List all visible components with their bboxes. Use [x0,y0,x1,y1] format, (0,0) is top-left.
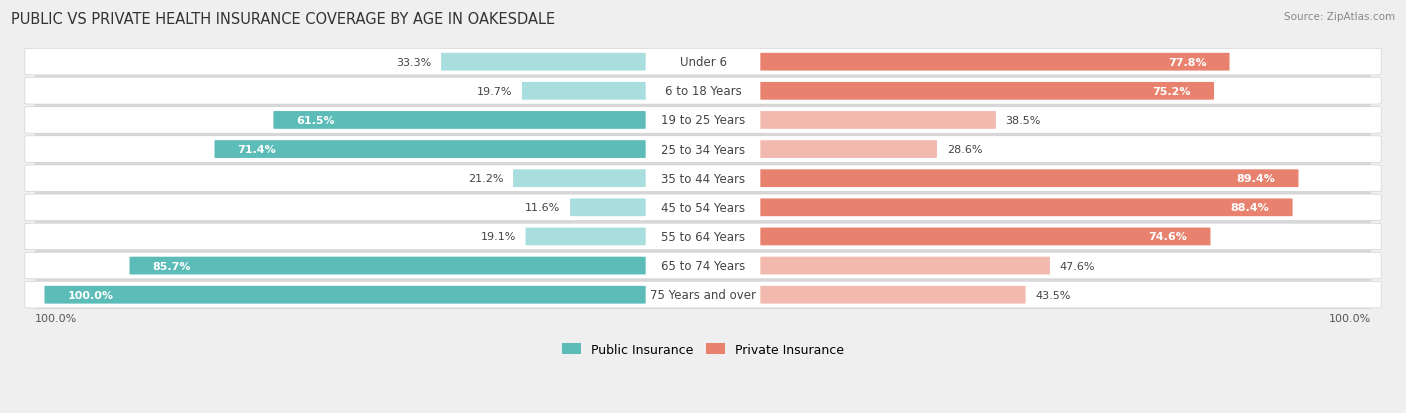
FancyBboxPatch shape [35,308,1371,311]
Text: Under 6: Under 6 [679,56,727,69]
Text: 25 to 34 Years: 25 to 34 Years [661,143,745,156]
FancyBboxPatch shape [761,54,1229,71]
FancyBboxPatch shape [129,257,645,275]
FancyBboxPatch shape [35,162,1371,165]
Text: 55 to 64 Years: 55 to 64 Years [661,230,745,243]
FancyBboxPatch shape [35,250,1371,253]
FancyBboxPatch shape [761,199,1292,217]
Text: PUBLIC VS PRIVATE HEALTH INSURANCE COVERAGE BY AGE IN OAKESDALE: PUBLIC VS PRIVATE HEALTH INSURANCE COVER… [11,12,555,27]
FancyBboxPatch shape [441,54,645,71]
FancyBboxPatch shape [215,141,645,159]
FancyBboxPatch shape [45,286,645,304]
FancyBboxPatch shape [35,75,1371,78]
Legend: Public Insurance, Private Insurance: Public Insurance, Private Insurance [557,338,849,361]
Text: 19.7%: 19.7% [477,87,512,97]
FancyBboxPatch shape [761,141,936,159]
FancyBboxPatch shape [25,136,1381,163]
Text: 47.6%: 47.6% [1060,261,1095,271]
FancyBboxPatch shape [761,257,1050,275]
FancyBboxPatch shape [761,112,995,130]
Text: 75 Years and over: 75 Years and over [650,289,756,301]
Text: 35 to 44 Years: 35 to 44 Years [661,172,745,185]
Text: 21.2%: 21.2% [468,174,503,184]
Text: 85.7%: 85.7% [152,261,191,271]
Text: 6 to 18 Years: 6 to 18 Years [665,85,741,98]
FancyBboxPatch shape [25,107,1381,134]
Text: 75.2%: 75.2% [1153,87,1191,97]
FancyBboxPatch shape [25,282,1381,308]
FancyBboxPatch shape [273,112,645,130]
Text: 100.0%: 100.0% [35,313,77,323]
Text: 100.0%: 100.0% [1329,313,1371,323]
FancyBboxPatch shape [761,286,1025,304]
Text: 100.0%: 100.0% [67,290,114,300]
FancyBboxPatch shape [25,78,1381,105]
Text: 89.4%: 89.4% [1237,174,1275,184]
FancyBboxPatch shape [522,83,645,100]
Text: 77.8%: 77.8% [1168,57,1206,67]
FancyBboxPatch shape [571,199,645,217]
Text: 43.5%: 43.5% [1035,290,1071,300]
FancyBboxPatch shape [25,166,1381,192]
Text: 45 to 54 Years: 45 to 54 Years [661,202,745,214]
FancyBboxPatch shape [35,279,1371,282]
FancyBboxPatch shape [526,228,645,246]
Text: Source: ZipAtlas.com: Source: ZipAtlas.com [1284,12,1395,22]
FancyBboxPatch shape [25,253,1381,279]
Text: 19 to 25 Years: 19 to 25 Years [661,114,745,127]
FancyBboxPatch shape [25,195,1381,221]
Text: 33.3%: 33.3% [396,57,432,67]
Text: 88.4%: 88.4% [1230,203,1270,213]
FancyBboxPatch shape [513,170,645,188]
Text: 38.5%: 38.5% [1005,116,1040,126]
FancyBboxPatch shape [35,104,1371,107]
FancyBboxPatch shape [761,228,1211,246]
Text: 28.6%: 28.6% [946,145,983,155]
FancyBboxPatch shape [35,133,1371,136]
FancyBboxPatch shape [761,83,1213,100]
Text: 65 to 74 Years: 65 to 74 Years [661,259,745,273]
Text: 74.6%: 74.6% [1149,232,1188,242]
FancyBboxPatch shape [761,170,1299,188]
FancyBboxPatch shape [25,49,1381,76]
Text: 61.5%: 61.5% [297,116,335,126]
Text: 11.6%: 11.6% [524,203,561,213]
Text: 19.1%: 19.1% [481,232,516,242]
FancyBboxPatch shape [35,221,1371,223]
FancyBboxPatch shape [35,192,1371,195]
FancyBboxPatch shape [25,224,1381,250]
Text: 71.4%: 71.4% [238,145,276,155]
